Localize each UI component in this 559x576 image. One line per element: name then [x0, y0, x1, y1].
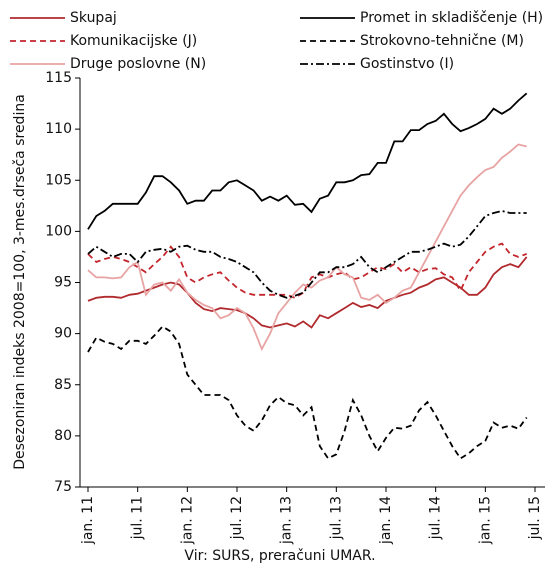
series-line: [87, 256, 528, 329]
x-tick-label: jan. 11: [80, 496, 96, 545]
source-note: Vir: SURS, preračuni UMAR.: [184, 548, 375, 564]
x-tick-label: jul. 12: [229, 496, 245, 540]
series-line: [87, 242, 528, 299]
legend-label: Gostinstvo (I): [360, 56, 454, 72]
y-axis-label: Desezoniran indeks 2008=100, 3-mes.drseč…: [12, 94, 28, 470]
y-tick-label: 95: [54, 275, 72, 291]
x-tick-label: jan. 13: [279, 496, 295, 545]
legend-label: Komunikacijske (J): [70, 33, 197, 49]
x-tick-label: jan. 15: [477, 496, 493, 545]
y-tick-label: 115: [45, 70, 72, 86]
y-tick-label: 85: [54, 377, 72, 393]
x-tick-label: jul. 11: [130, 496, 146, 540]
x-tick-label: jan. 14: [378, 496, 394, 545]
y-tick-label: 110: [45, 121, 72, 137]
series-line: [87, 325, 528, 460]
x-tick-label: jul. 15: [527, 496, 543, 540]
y-tick-label: 100: [45, 223, 72, 239]
x-tick-label: jan. 12: [179, 496, 195, 545]
series-line: [87, 143, 527, 352]
legend-label: Druge poslovne (N): [70, 56, 206, 72]
series-line: [87, 209, 527, 299]
legend-label: Strokovno-tehnične (M): [360, 33, 524, 49]
y-tick-label: 90: [54, 326, 72, 342]
legend-label: Promet in skladiščenje (H): [360, 10, 543, 26]
y-tick-label: 105: [45, 172, 72, 188]
legend-label: Skupaj: [70, 10, 117, 26]
x-tick-label: jul. 13: [328, 496, 344, 540]
y-tick-label: 80: [54, 428, 72, 444]
x-tick-label: jul. 14: [428, 496, 444, 540]
y-tick-label: 75: [54, 479, 72, 495]
series-line: [87, 92, 528, 230]
